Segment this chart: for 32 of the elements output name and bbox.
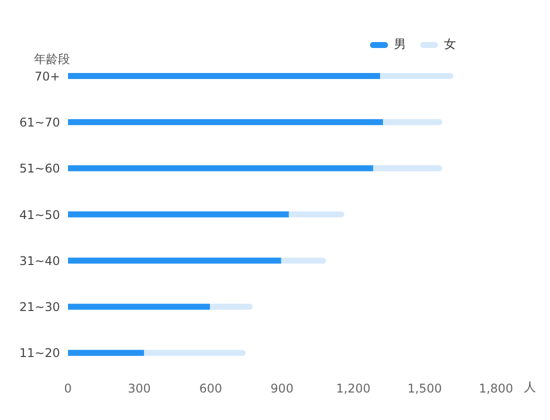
y-axis-title: 年龄段 (34, 51, 70, 68)
legend-label: 女 (443, 36, 456, 53)
bar (68, 211, 289, 218)
y-tick-label: 11~20 (19, 346, 60, 360)
bar (373, 165, 442, 172)
bar (144, 350, 246, 356)
bar (210, 304, 253, 310)
x-tick-label: 1,800 (478, 382, 514, 396)
x-tick-label: 1,500 (407, 382, 442, 396)
bar (281, 258, 326, 264)
x-tick-label: 600 (199, 382, 222, 396)
y-tick-label: 31~40 (19, 254, 60, 268)
x-axis-title: 人 (524, 379, 536, 396)
bar (68, 119, 384, 126)
x-tick-label: 0 (64, 382, 72, 396)
y-tick-label: 21~30 (19, 300, 60, 314)
bar (383, 119, 442, 126)
bar (288, 211, 344, 218)
y-tick-label: 61~70 (19, 115, 60, 130)
legend-label: 男 (393, 36, 406, 53)
y-tick-label: 41~50 (19, 208, 60, 222)
x-tick-label: 900 (270, 382, 294, 396)
bar (380, 73, 454, 79)
bar (68, 165, 374, 172)
bar (68, 258, 282, 264)
x-tick-label: 300 (128, 382, 151, 396)
bar (68, 73, 380, 79)
y-tick-label: 51~60 (19, 162, 60, 176)
x-tick-label: 1,200 (336, 382, 371, 396)
bar (68, 350, 144, 356)
y-tick-label: 70+ (34, 69, 60, 84)
bar (68, 304, 210, 310)
